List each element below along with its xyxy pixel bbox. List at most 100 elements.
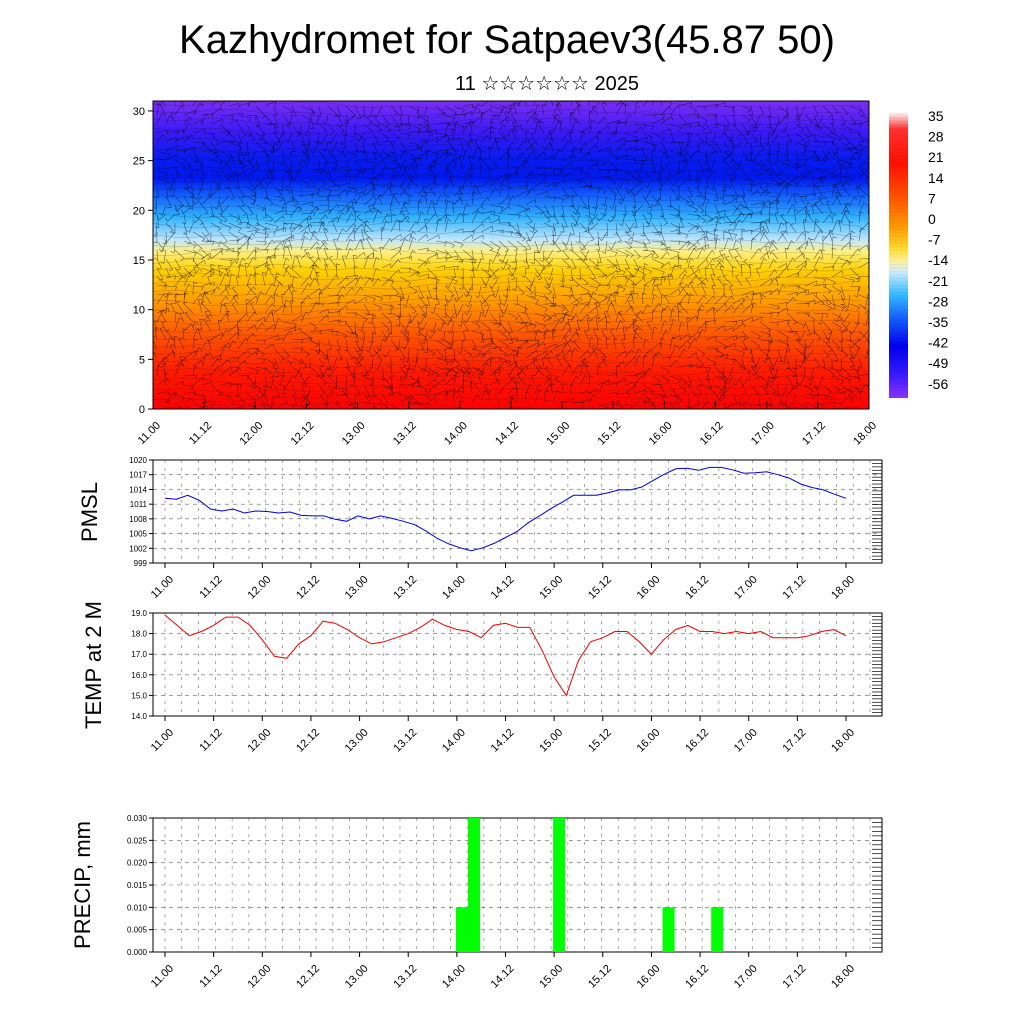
wind-barb [246,311,258,323]
contour-line [153,264,862,273]
wind-barb [686,168,692,181]
wind-barb [814,221,824,233]
wind-barb [588,231,595,242]
wind-barb [651,195,662,208]
wind-barb [210,213,223,224]
wind-barb [372,267,380,278]
wind-barb [429,166,437,179]
wind-barb [687,105,698,114]
wind-barb [285,177,293,189]
wind-barb [795,288,809,296]
wind-barb [660,101,663,107]
wind-barb [354,132,367,143]
wind-barb [255,159,260,170]
wind-barb [777,339,790,349]
wind-barb [679,282,689,296]
wind-barb [381,132,390,142]
wind-barb [210,159,222,166]
wind-barb [651,168,662,179]
wind-barb [291,168,302,182]
wind-barb [795,195,807,201]
wind-barb [410,357,419,372]
wind-barb [741,290,754,296]
wind-barb [201,113,209,125]
wind-barb [372,114,381,127]
wind-barb [354,186,367,193]
x-tick-label: 11.00 [149,727,176,754]
wind-barb [669,384,678,398]
wind-barb [759,241,772,251]
wind-barb [237,213,243,225]
wind-barb [625,186,635,195]
wind-barb [388,366,393,378]
wind-barb [759,294,766,305]
wind-barb [262,204,267,219]
wind-barb [159,327,167,341]
wind-barb [246,375,256,386]
wind-barb [263,402,266,409]
wind-barb [696,308,703,323]
wind-barb [642,168,650,179]
wind-barb [769,357,779,370]
wind-barb [687,269,701,278]
wind-barb [736,393,743,405]
wind-barb [588,159,600,166]
wind-barb [741,150,749,161]
wind-barb [687,384,697,397]
wind-barb [857,357,863,368]
wind-barb [408,141,420,149]
wind-barb [417,200,423,215]
wind-barb [291,105,297,117]
wind-barb [159,204,167,216]
wind-barb [651,284,658,296]
wind-barb [192,365,199,377]
wind-barb [165,258,174,271]
wind-barb [269,141,275,154]
wind-barb [840,141,851,152]
wind-barb [471,339,477,349]
wind-barb [363,393,371,405]
wind-barb [768,181,783,188]
wind-barb [588,111,594,125]
wind-barb [480,276,488,288]
wind-barb [561,140,571,152]
wind-barb [444,367,455,377]
wind-barb [570,112,581,125]
wind-barb [822,393,833,401]
wind-barb [345,330,359,339]
wind-barb [606,119,620,125]
wind-barb [363,312,377,320]
wind-barb [251,186,257,197]
wind-barb [318,168,329,176]
wind-barb [546,267,554,280]
wind-barb [821,357,826,368]
wind-barb [408,147,423,152]
wind-barb [858,294,869,303]
wind-barb [804,123,813,138]
wind-barb [236,276,241,287]
wind-barb [201,222,210,236]
wind-barb [780,348,788,363]
wind-barb [588,135,599,143]
wind-barb [804,114,814,125]
wind-barb [678,258,689,264]
wind-barb [469,381,475,395]
wind-barb [768,330,774,343]
wind-barb [786,194,796,206]
page-subtitle: 11 ☆☆☆☆☆☆ 2025 [455,73,639,95]
wind-barb [561,398,574,404]
wind-barb [660,240,669,252]
wind-barb [435,294,440,305]
wind-barb [399,357,407,369]
cross-x-tick-label: 11.12 [187,420,214,447]
wind-barb [696,375,704,386]
wind-barb [313,114,320,126]
wind-barb [858,389,866,404]
wind-barb [542,258,554,269]
wind-barb [813,218,820,233]
wind-barb [795,348,807,360]
contour-line [153,143,862,153]
wind-barb [480,210,495,215]
